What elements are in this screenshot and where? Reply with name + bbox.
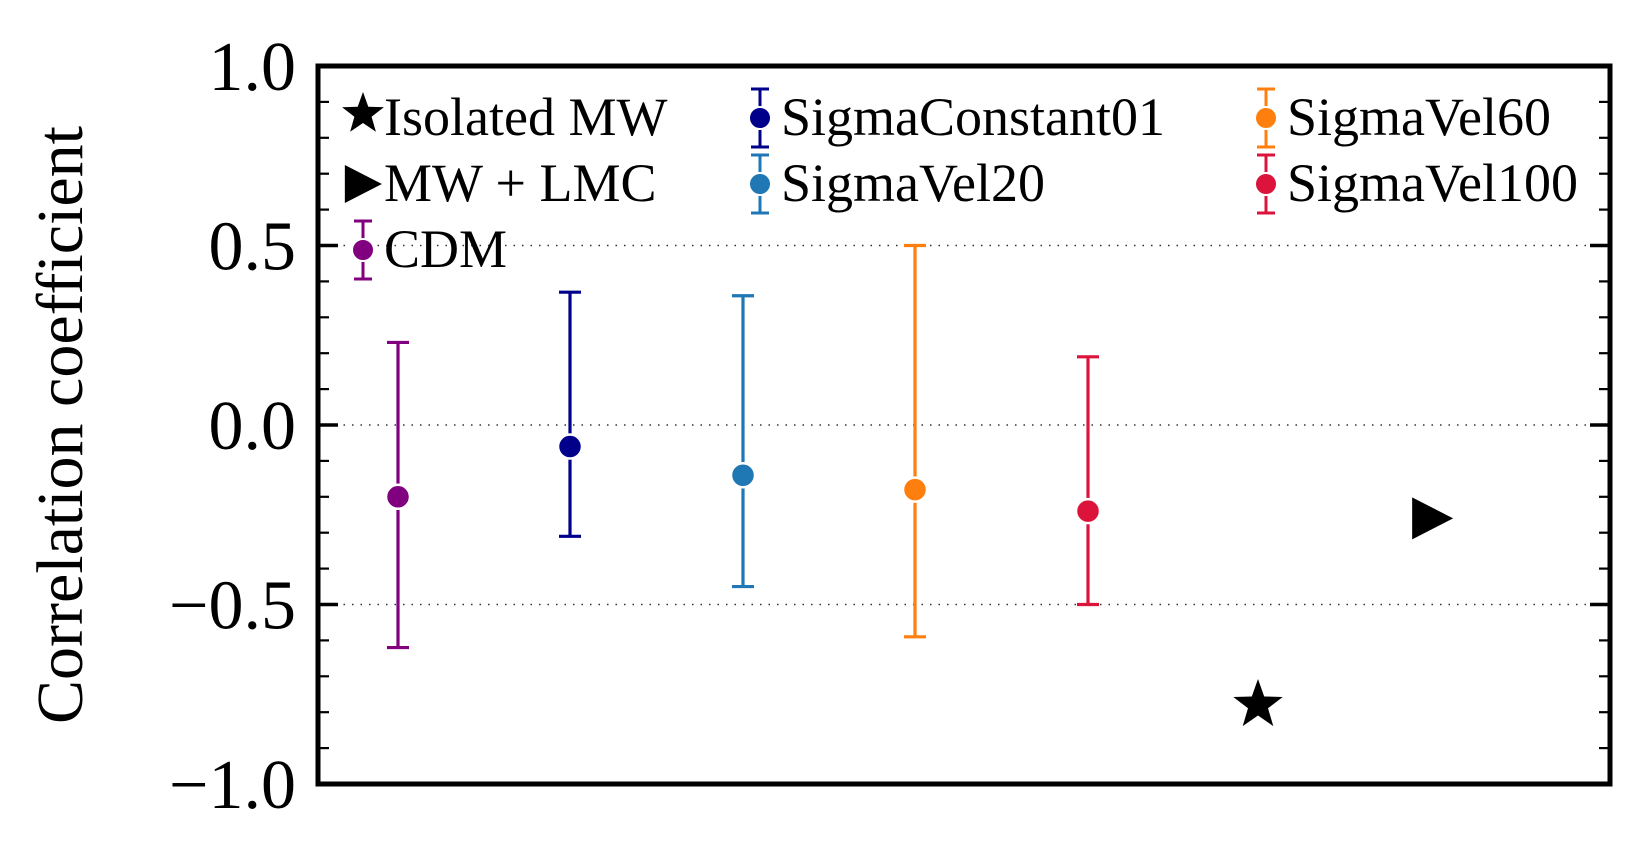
point-isolated-mw [1233,679,1283,727]
legend-label: SigmaConstant01 [781,87,1165,147]
point-sigmavel60 [901,243,929,639]
legend-entry-mw-lmc: MW + LMC [344,153,656,213]
star-marker [1233,679,1283,727]
legend-marker-icon [1254,106,1278,130]
marker-sigmavel60 [901,476,929,503]
legend-label: Isolated MW [384,87,667,147]
legend-marker-icon [1254,172,1278,196]
point-mw-lmc [1412,497,1454,540]
y-tick-label: 0.0 [209,388,297,465]
y-tick-label: 0.5 [209,209,297,286]
legend-marker-icon [748,106,772,130]
legend-label: SigmaVel60 [1287,87,1551,147]
legend-entry-sigmavel20: SigmaVel20 [748,153,1045,215]
legend-marker-icon [748,172,772,196]
point-sigmavel20 [729,294,757,589]
plot-frame [315,63,1613,787]
marker-sigmavel100 [1074,497,1102,525]
point-sigmavel100 [1074,355,1102,607]
y-tick-label: 1.0 [209,29,297,106]
legend-entry-cdm: CDM [351,219,507,281]
legend-star-icon [342,92,384,132]
y-tick-labels: −1.0 −0.5 0.0 0.5 1.0 [169,29,296,824]
legend-label: SigmaVel20 [781,153,1045,213]
y-tick-label: −0.5 [169,568,296,645]
legend-marker-icon [351,238,375,262]
data-points [384,243,1454,727]
marker-sigmaconstant01 [556,433,584,460]
legend-label: MW + LMC [384,153,656,213]
grid-layer [318,244,1610,606]
legend-entry-sigmavel60: SigmaVel60 [1254,87,1551,149]
point-cdm [384,340,412,650]
point-sigmaconstant01 [556,290,584,538]
legend-label: SigmaVel100 [1287,153,1578,213]
legend-label: CDM [384,219,507,279]
triangle-marker [1412,497,1454,540]
marker-sigmavel20 [729,462,757,489]
legend-triangle-icon [344,165,382,203]
y-tick-label: −1.0 [169,747,296,824]
y-axis-label: Correlation coefficient [24,126,97,724]
legend-entry-isolated-mw: Isolated MW [342,87,667,147]
legend-entry-sigmaconstant01: SigmaConstant01 [748,87,1165,149]
legend-entry-sigmavel100: SigmaVel100 [1254,153,1578,215]
marker-cdm [384,483,412,511]
